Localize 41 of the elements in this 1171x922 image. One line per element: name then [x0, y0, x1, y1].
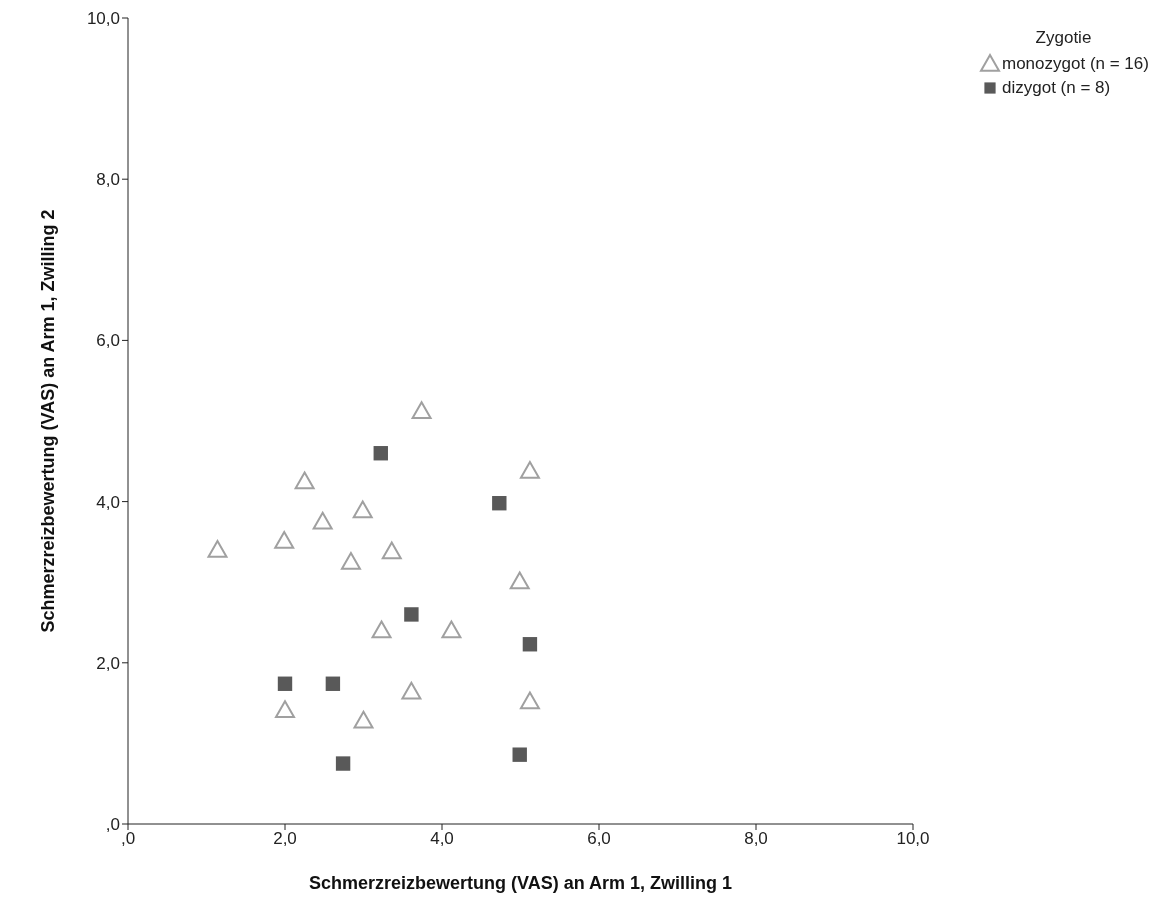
- point: [512, 747, 527, 762]
- point: [381, 541, 402, 560]
- y-axis-title: Schmerzreizbewertung (VAS) an Arm 1, Zwilling 2: [38, 209, 59, 633]
- point: [277, 676, 293, 691]
- point: [519, 691, 540, 710]
- y-tick-label: 4,0: [96, 492, 120, 512]
- x-tick-label: ,0: [120, 829, 136, 849]
- x-tick-label: 2,0: [273, 829, 297, 849]
- point: [411, 401, 432, 420]
- legend-label: monozygot (n = 16): [1002, 54, 1149, 74]
- point: [441, 620, 462, 639]
- point: [353, 710, 374, 729]
- legend-title: Zygotie: [1034, 28, 1093, 48]
- point: [312, 511, 333, 530]
- point: [522, 637, 538, 652]
- x-axis-title: Schmerzreizbewertung (VAS) an Arm 1, Zwilling 1: [308, 873, 733, 893]
- point: [335, 756, 351, 771]
- point: [207, 539, 228, 558]
- point: [352, 500, 373, 519]
- point: [373, 446, 388, 461]
- x-tick-label: 6,0: [587, 829, 611, 849]
- point: [404, 607, 419, 622]
- point: [492, 496, 507, 511]
- point: [371, 620, 392, 639]
- point: [340, 552, 361, 570]
- x-tick-label: 10,0: [896, 829, 930, 849]
- x-tick-label: 8,0: [744, 829, 768, 849]
- point: [325, 676, 341, 691]
- y-tick-label: 10,0: [86, 9, 120, 29]
- point: [519, 460, 540, 479]
- y-tick-label: 2,0: [96, 653, 120, 673]
- y-tick-label: ,0: [105, 815, 120, 835]
- y-tick-label: 6,0: [96, 331, 120, 351]
- legend-label: dizygot (n = 8): [1002, 78, 1111, 98]
- point: [294, 471, 315, 490]
- point: [401, 681, 422, 700]
- x-tick-label: 4,0: [430, 829, 454, 849]
- point: [274, 531, 295, 549]
- point: [275, 700, 295, 719]
- y-tick-label: 8,0: [96, 170, 120, 190]
- point: [509, 571, 530, 590]
